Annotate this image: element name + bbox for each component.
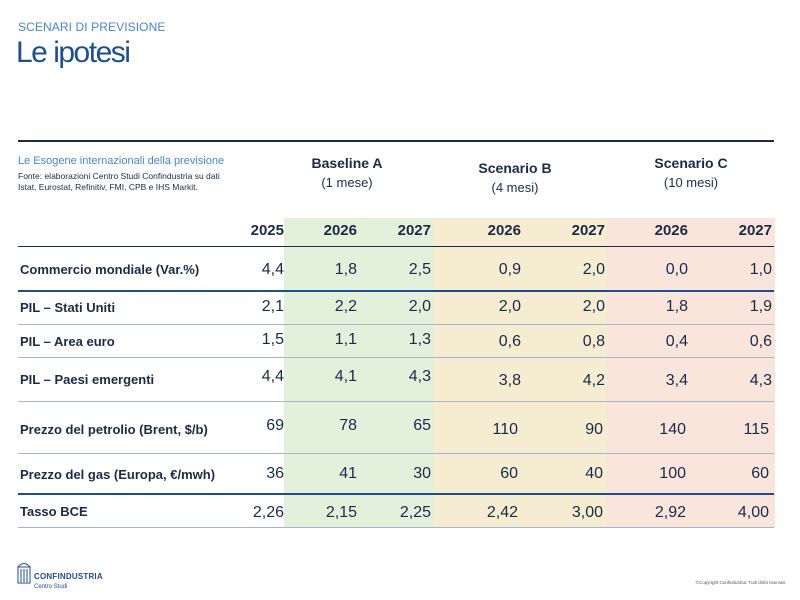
row-label-gas: Prezzo del gas (Europa, €/mwh) — [20, 467, 216, 482]
scenario-duration: (4 mesi) — [491, 180, 539, 195]
scenario-name: Scenario C — [654, 155, 728, 171]
table-cell: 2,92 — [654, 504, 686, 521]
scenario-c-column-band — [607, 218, 775, 528]
scenario-name: Baseline A — [311, 155, 383, 171]
year-header: 2025 — [250, 222, 284, 239]
row-divider — [18, 527, 774, 528]
table-cell: 40 — [585, 465, 603, 482]
row-label-pil-usa: PIL – Stati Uniti — [20, 300, 116, 315]
row-label-commercio: Commercio mondiale (Var.%) — [20, 262, 200, 277]
row-label-tasso-bce: Tasso BCE — [20, 504, 88, 519]
table-cell: 0,8 — [582, 333, 605, 350]
table-cell: 90 — [585, 421, 603, 438]
table-cell: 2,0 — [498, 298, 521, 315]
table-cell: 2,0 — [582, 298, 605, 315]
table-cell: 78 — [339, 417, 357, 434]
table-cell: 60 — [751, 465, 769, 482]
row-divider — [18, 453, 774, 454]
table-cell: 1,9 — [749, 298, 772, 315]
year-header: 2027 — [571, 222, 605, 239]
table-cell: 100 — [659, 465, 686, 482]
table-cell: 2,0 — [408, 298, 431, 315]
page-title: Le ipotesi — [16, 36, 131, 69]
table-cell: 60 — [500, 465, 518, 482]
year-header: 2027 — [738, 222, 772, 239]
table-cell: 2,1 — [261, 298, 284, 315]
table-cell: 4,4 — [261, 261, 284, 278]
scenario-duration: (10 mesi) — [663, 175, 719, 190]
copyright-notice: ©Copyright Confindustria. Tutti diritti … — [695, 580, 786, 585]
row-divider — [18, 290, 774, 292]
table-cell: 69 — [266, 417, 284, 434]
table-cell: 0,0 — [665, 261, 688, 278]
table-cell: 1,1 — [334, 331, 357, 348]
scenario-name: Scenario B — [478, 160, 552, 176]
table-cell: 1,8 — [665, 298, 688, 315]
table-cell: 2,0 — [582, 261, 605, 278]
table-cell: 36 — [266, 465, 284, 482]
table-cell: 0,4 — [665, 333, 688, 350]
row-divider — [18, 493, 774, 495]
table-cell: 2,42 — [486, 504, 518, 521]
table-cell: 0,6 — [749, 333, 772, 350]
logo-subtitle: Centro Studi — [34, 584, 68, 590]
year-header: 2027 — [397, 222, 431, 239]
table-cell: 4,4 — [261, 368, 284, 385]
table-cell: 41 — [339, 465, 357, 482]
year-header-rule — [18, 246, 774, 247]
year-header: 2026 — [654, 222, 688, 239]
table-cell: 0,9 — [498, 261, 521, 278]
table-cell: 2,15 — [325, 504, 357, 521]
table-cell: 1,8 — [334, 261, 357, 278]
scenario-header-b: Scenario B (4 mesi) — [452, 160, 578, 195]
scenario-header-c: Scenario C (10 mesi) — [628, 155, 754, 190]
scenario-b-column-band — [433, 218, 607, 528]
table-cell: 4,1 — [334, 368, 357, 385]
confindustria-logo-icon — [17, 563, 31, 584]
table-cell: 65 — [413, 417, 431, 434]
section-label: SCENARI DI PREVISIONE — [18, 20, 166, 34]
table-cell: 1,3 — [408, 331, 431, 348]
row-label-pil-euro: PIL – Area euro — [20, 334, 115, 349]
table-cell: 4,3 — [408, 368, 431, 385]
baseline-column-band — [284, 218, 433, 528]
year-header: 2026 — [323, 222, 357, 239]
table-cell: 1,5 — [261, 331, 284, 348]
table-cell: 115 — [743, 421, 769, 438]
table-cell: 2,25 — [399, 504, 431, 521]
table-source: Fonte: elaborazioni Centro Studi Confind… — [18, 171, 220, 192]
row-label-petrolio: Prezzo del petrolio (Brent, $/b) — [20, 422, 208, 437]
table-cell: 0,6 — [498, 333, 521, 350]
year-header: 2026 — [487, 222, 521, 239]
row-divider — [18, 357, 774, 358]
table-cell: 3,8 — [498, 372, 521, 389]
table-cell: 140 — [659, 421, 686, 438]
scenario-duration: (1 mese) — [321, 175, 373, 190]
row-label-pil-emergenti: PIL – Paesi emergenti — [20, 372, 155, 387]
table-cell: 2,26 — [252, 504, 284, 521]
table-cell: 3,00 — [571, 504, 603, 521]
table-cell: 4,3 — [749, 372, 772, 389]
row-divider — [18, 401, 774, 402]
row-divider — [18, 324, 774, 325]
table-cell: 2,2 — [334, 298, 357, 315]
table-cell: 2,5 — [408, 261, 431, 278]
table-cell: 1,0 — [749, 261, 772, 278]
scenario-header-baseline: Baseline A (1 mese) — [284, 155, 410, 190]
table-top-rule — [18, 140, 774, 142]
table-cell: 4,00 — [737, 504, 769, 521]
table-cell: 30 — [413, 465, 431, 482]
table-cell: 4,2 — [582, 372, 605, 389]
logo-name: CONFINDUSTRIA — [34, 572, 103, 581]
table-cell: 3,4 — [665, 372, 688, 389]
table-cell: 110 — [492, 421, 518, 438]
table-title: Le Esogene internazionali della previsio… — [18, 155, 225, 167]
